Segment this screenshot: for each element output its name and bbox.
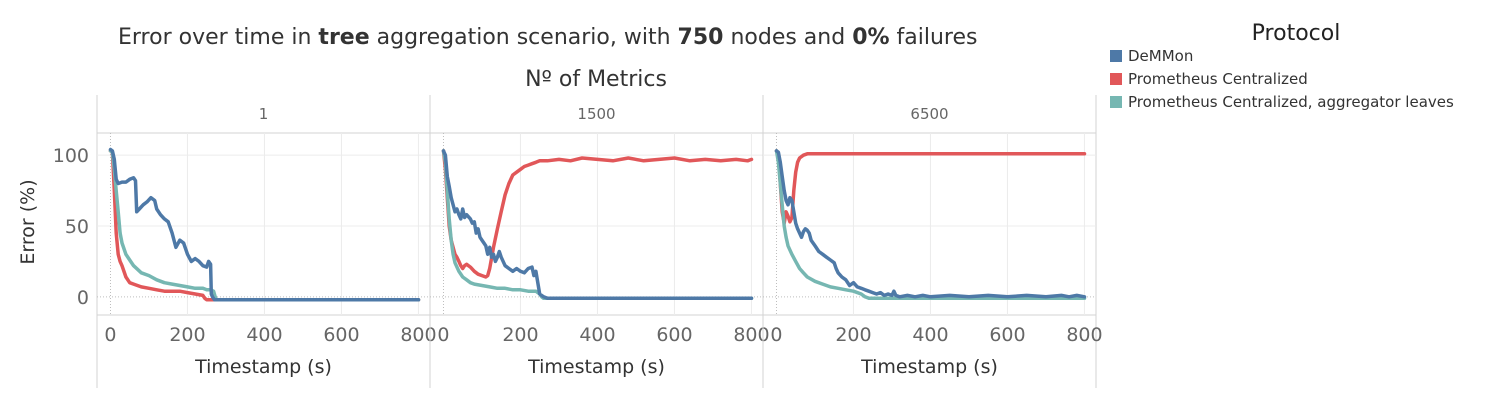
legend-label: Prometheus Centralized xyxy=(1128,70,1308,88)
legend-swatch xyxy=(1110,73,1122,85)
x-tick-label: 800 xyxy=(733,324,769,346)
x-tick-label: 800 xyxy=(400,324,436,346)
legend-swatch xyxy=(1110,96,1122,108)
legend-title: Protocol xyxy=(1252,21,1341,46)
y-axis-title: Error (%) xyxy=(17,179,39,264)
x-tick-label: 400 xyxy=(246,324,282,346)
chart-title-part: aggregation scenario, with xyxy=(370,25,678,50)
x-axis-title: Timestamp (s) xyxy=(527,356,665,378)
chart-title-part: tree xyxy=(318,25,369,50)
chart-title-part: 750 xyxy=(678,25,724,50)
legend-item: Prometheus Centralized xyxy=(1110,70,1308,88)
facet-title: Nº of Metrics xyxy=(525,67,667,92)
panel-1: 1 0 200 400 600 800 Timestamp (s) xyxy=(96,95,437,388)
panel-header: 1500 xyxy=(577,105,615,123)
x-tick-label: 600 xyxy=(656,324,692,346)
x-tick-label: 0 xyxy=(437,324,449,346)
y-tick-label: 0 xyxy=(77,287,89,309)
chart-title-part: nodes and xyxy=(723,25,852,50)
x-tick-label: 200 xyxy=(169,324,205,346)
series-line-demmon xyxy=(108,147,421,302)
x-tick-label: 200 xyxy=(502,324,538,346)
x-tick-label: 400 xyxy=(912,324,948,346)
legend-label: DeMMon xyxy=(1128,47,1193,65)
panel-6500: 6500 0 200 400 600 800 Timestamp (s) xyxy=(762,95,1103,388)
chart-panels: 1 0 200 400 600 800 Timestamp (s) 1500 0 200 400 60… xyxy=(53,95,1103,388)
legend-entries: DeMMon Prometheus Centralized Prometheus C… xyxy=(1110,47,1454,111)
legend-item: Prometheus Centralized, aggregator leave… xyxy=(1110,93,1454,111)
x-axis-title: Timestamp (s) xyxy=(194,356,332,378)
legend: Protocol DeMMon Prometheus Centralized Pro… xyxy=(1110,21,1454,111)
chart-title: Error over time in tree aggregation scen… xyxy=(118,25,978,50)
x-tick-label: 600 xyxy=(989,324,1025,346)
panel-header: 1 xyxy=(259,105,269,123)
legend-item: DeMMon xyxy=(1110,47,1193,65)
chart-title-part: failures xyxy=(890,25,978,50)
series-line-demmon xyxy=(774,149,1087,299)
x-tick-label: 0 xyxy=(104,324,116,346)
x-tick-label: 0 xyxy=(770,324,782,346)
y-tick-label: 50 xyxy=(65,216,89,238)
x-axis-title: Timestamp (s) xyxy=(860,356,998,378)
legend-swatch xyxy=(1110,50,1122,62)
series-line-prometheus-centralized xyxy=(441,149,754,279)
series-line-demmon xyxy=(441,149,754,301)
x-tick-label: 800 xyxy=(1066,324,1102,346)
panel-header: 6500 xyxy=(910,105,948,123)
y-tick-label: 100 xyxy=(53,145,89,167)
legend-label: Prometheus Centralized, aggregator leave… xyxy=(1128,93,1454,111)
x-tick-label: 600 xyxy=(323,324,359,346)
series-line-prometheus-centralized-aggregator-leaves xyxy=(774,149,1087,301)
panel-1500: 1500 0 200 400 600 800 Timestamp (s) xyxy=(429,95,770,388)
x-tick-label: 400 xyxy=(579,324,615,346)
chart-title-part: Error over time in xyxy=(118,25,318,50)
x-tick-label: 200 xyxy=(835,324,871,346)
chart-title-part: 0% xyxy=(852,25,889,50)
